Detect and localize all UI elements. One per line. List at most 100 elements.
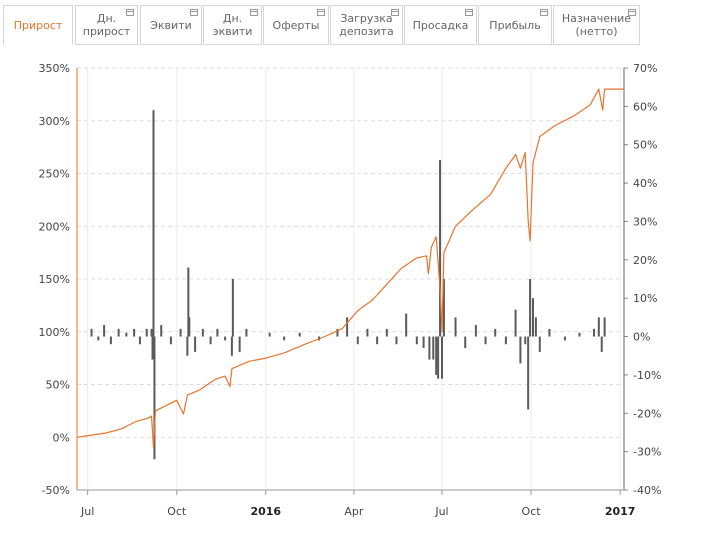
left-axis-tick-label: 50% <box>46 379 70 392</box>
tab-assignment-net[interactable]: Назначение (нетто) <box>553 5 640 45</box>
tab-daily-equity[interactable]: Дн. эквити <box>203 5 262 45</box>
right-axis-tick-label: -20% <box>633 407 661 420</box>
x-axis-tick-label: Apr <box>344 505 364 518</box>
tab-daily-growth[interactable]: Дн. прирост <box>75 5 138 45</box>
right-axis-tick-label: -30% <box>633 446 661 459</box>
window-icon <box>540 9 548 16</box>
right-axis-tick-label: 60% <box>633 100 657 113</box>
window-icon <box>250 9 258 16</box>
right-axis-tick-label: 10% <box>633 292 657 305</box>
x-axis-tick-label: Oct <box>167 505 187 518</box>
daily-growth-bar <box>405 313 408 337</box>
x-axis-tick-label: Jul <box>434 505 448 518</box>
daily-growth-bar <box>160 325 163 337</box>
daily-growth-bar <box>437 336 440 379</box>
daily-growth-bar <box>376 336 379 345</box>
daily-growth-bar <box>133 328 136 337</box>
right-axis-tick-label: 0% <box>633 331 650 344</box>
daily-growth-bar <box>145 328 148 337</box>
daily-growth-bar <box>474 325 477 337</box>
growth-chart: -50% 0% 50% 100% 150% 200% 250% 300% 350% -40% -30… <box>0 44 717 550</box>
daily-growth-bar <box>600 336 603 352</box>
left-axis-tick-label: 250% <box>39 168 70 181</box>
growth-line <box>76 88 624 449</box>
daily-growth-bar <box>283 336 286 341</box>
daily-growth-bar <box>103 325 106 337</box>
daily-growth-bar <box>179 328 182 337</box>
daily-growth-bar <box>109 336 112 345</box>
daily-growth-bar <box>268 332 271 337</box>
right-axis-tick-label: 70% <box>633 62 657 75</box>
daily-growth-bar <box>209 336 212 345</box>
right-axis-tick-label: 20% <box>633 254 657 267</box>
daily-growth-bar <box>117 328 120 337</box>
daily-growth-bar <box>422 336 425 349</box>
daily-growth-bar <box>152 110 155 337</box>
tab-equity[interactable]: Эквити <box>140 5 202 45</box>
daily-growth-bar <box>432 336 435 360</box>
x-axis-tick-label: Jul <box>80 505 94 518</box>
left-axis-tick-label: 300% <box>39 115 70 128</box>
daily-growth-bar <box>298 332 301 337</box>
x-axis-tick-label: 2017 <box>605 505 636 518</box>
x-axis-tick-label: 2016 <box>250 505 281 518</box>
left-axis-tick-label: 0% <box>53 431 70 444</box>
daily-growth-bar <box>186 336 189 356</box>
daily-growth-bar <box>356 336 359 345</box>
daily-growth-bar <box>395 336 398 345</box>
tab-label: Просадка <box>412 18 469 32</box>
right-axis-tick-label: 50% <box>633 139 657 152</box>
daily-growth-bar <box>90 328 93 337</box>
daily-growth-bar <box>592 328 595 337</box>
window-icon <box>126 9 134 16</box>
left-axis-tick-label: 200% <box>39 220 70 233</box>
daily-growth-bar <box>578 332 581 337</box>
daily-growth-bar <box>150 328 153 337</box>
daily-growth-bar <box>603 317 606 337</box>
daily-growth-bar <box>385 328 388 337</box>
daily-growth-bar <box>231 279 234 337</box>
daily-growth-bar <box>538 336 541 352</box>
left-axis-tick-label: 150% <box>39 273 70 286</box>
daily-growth-bar <box>238 336 241 352</box>
daily-growth-bar <box>194 336 197 352</box>
daily-growth-bar <box>125 332 128 337</box>
daily-growth-bar <box>439 160 442 337</box>
daily-growth-bar <box>454 317 457 337</box>
daily-growth-bar <box>440 336 443 379</box>
tab-profit[interactable]: Прибыль <box>478 5 552 45</box>
daily-growth-bar <box>534 317 537 337</box>
daily-growth-bar <box>216 328 219 337</box>
daily-growth-bar <box>442 279 445 337</box>
daily-growth-bar <box>529 279 532 337</box>
tab-label: Эквити <box>150 18 192 32</box>
right-axis-tick-label: 30% <box>633 215 657 228</box>
tab-deposit-load[interactable]: Загрузка депозита <box>330 5 403 45</box>
daily-growth-bar <box>138 336 141 345</box>
daily-growth-bar <box>151 336 154 360</box>
tab-drawdown[interactable]: Просадка <box>404 5 477 45</box>
daily-growth-bar <box>245 328 248 337</box>
window-icon <box>190 9 198 16</box>
daily-growth-bar <box>531 298 534 337</box>
tab-label: Загрузка депозита <box>339 12 394 38</box>
tab-growth[interactable]: Прирост <box>3 5 73 45</box>
right-axis-tick-label: 40% <box>633 177 657 190</box>
daily-growth-bar <box>504 336 507 345</box>
daily-growth-bar <box>153 336 156 460</box>
daily-growth-bar <box>527 336 530 410</box>
daily-growth-bar <box>230 336 233 356</box>
growth-chart-svg: -50% 0% 50% 100% 150% 200% 250% 300% 350% -40% -30… <box>39 62 662 518</box>
daily-growth-bar <box>597 317 600 337</box>
tab-offers[interactable]: Оферты <box>263 5 329 45</box>
right-axis-tick-label: -10% <box>633 369 661 382</box>
daily-growth-bar <box>563 336 566 341</box>
daily-growth-bar <box>366 328 369 337</box>
daily-growth-bar <box>428 336 431 360</box>
tab-label: Дн. эквити <box>212 12 253 38</box>
daily-growth-bar <box>201 328 204 337</box>
chart-tab-bar: Прирост Дн. прирост Эквити Дн. эквити Оферты… <box>0 0 717 45</box>
window-icon <box>628 9 636 16</box>
daily-growth-bar <box>188 317 191 337</box>
tab-label: Прибыль <box>489 18 541 32</box>
